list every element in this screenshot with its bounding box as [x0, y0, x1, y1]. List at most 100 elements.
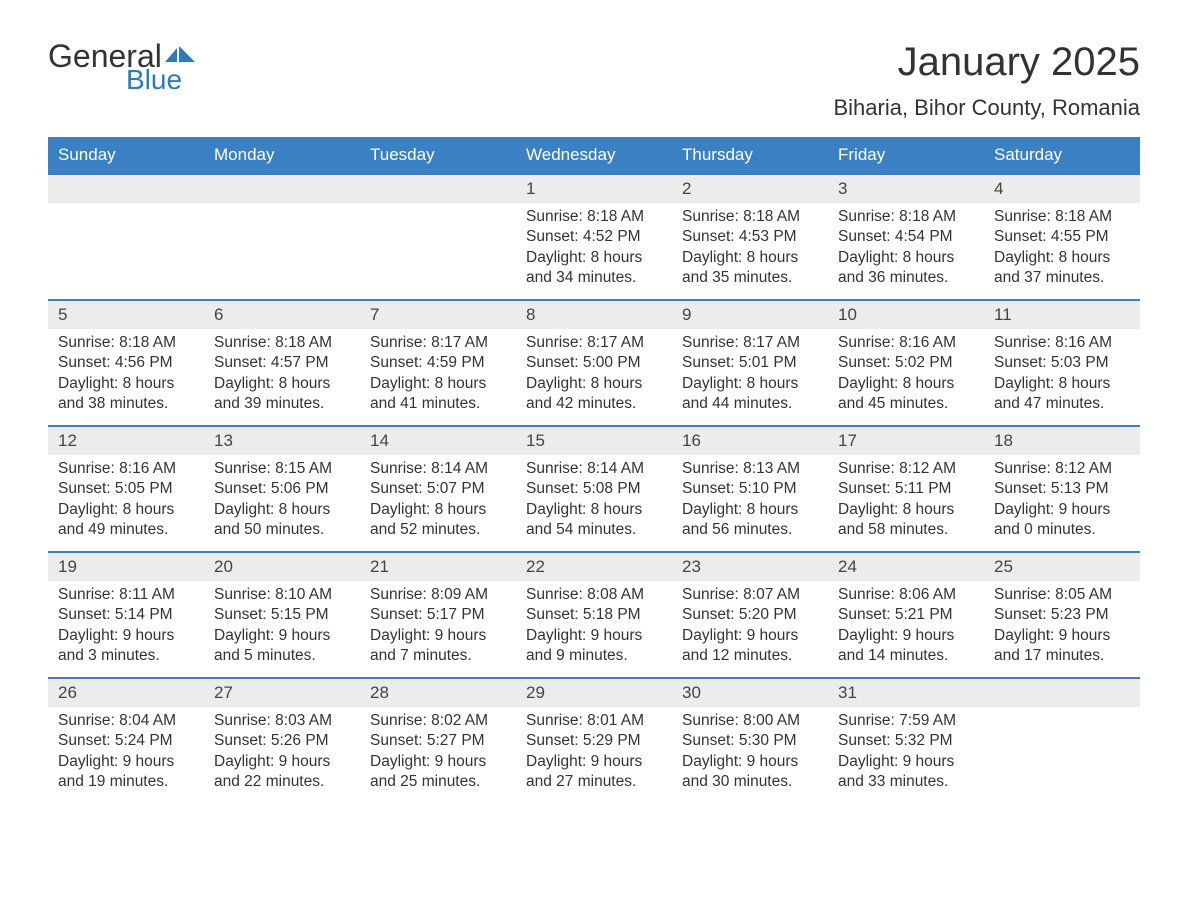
day-content: Sunrise: 8:03 AMSunset: 5:26 PMDaylight:…: [204, 707, 360, 801]
calendar-day-cell: 12Sunrise: 8:16 AMSunset: 5:05 PMDayligh…: [48, 427, 204, 551]
calendar-day-cell: 30Sunrise: 8:00 AMSunset: 5:30 PMDayligh…: [672, 679, 828, 803]
day-number: 2: [672, 175, 828, 203]
empty-day: [48, 175, 204, 203]
calendar-day-cell: 25Sunrise: 8:05 AMSunset: 5:23 PMDayligh…: [984, 553, 1140, 677]
calendar-week-row: 1Sunrise: 8:18 AMSunset: 4:52 PMDaylight…: [48, 173, 1140, 299]
calendar-day-cell: 1Sunrise: 8:18 AMSunset: 4:52 PMDaylight…: [516, 175, 672, 299]
day-content: Sunrise: 8:06 AMSunset: 5:21 PMDaylight:…: [828, 581, 984, 675]
calendar-day-cell: 24Sunrise: 8:06 AMSunset: 5:21 PMDayligh…: [828, 553, 984, 677]
day-content: Sunrise: 8:16 AMSunset: 5:05 PMDaylight:…: [48, 455, 204, 549]
calendar-day-cell: 3Sunrise: 8:18 AMSunset: 4:54 PMDaylight…: [828, 175, 984, 299]
day-number: 24: [828, 553, 984, 581]
day-number: 12: [48, 427, 204, 455]
day-content: Sunrise: 8:00 AMSunset: 5:30 PMDaylight:…: [672, 707, 828, 801]
calendar-day-cell: 9Sunrise: 8:17 AMSunset: 5:01 PMDaylight…: [672, 301, 828, 425]
day-content: Sunrise: 8:17 AMSunset: 5:01 PMDaylight:…: [672, 329, 828, 423]
day-number: 8: [516, 301, 672, 329]
calendar-day-cell: 29Sunrise: 8:01 AMSunset: 5:29 PMDayligh…: [516, 679, 672, 803]
calendar-day-cell: 26Sunrise: 8:04 AMSunset: 5:24 PMDayligh…: [48, 679, 204, 803]
calendar-day-cell: 20Sunrise: 8:10 AMSunset: 5:15 PMDayligh…: [204, 553, 360, 677]
weekday-header: Saturday: [984, 137, 1140, 173]
day-number: 4: [984, 175, 1140, 203]
day-content: Sunrise: 8:16 AMSunset: 5:02 PMDaylight:…: [828, 329, 984, 423]
day-number: 9: [672, 301, 828, 329]
weekday-header: Sunday: [48, 137, 204, 173]
empty-day: [360, 175, 516, 203]
day-number: 28: [360, 679, 516, 707]
calendar-day-cell: 17Sunrise: 8:12 AMSunset: 5:11 PMDayligh…: [828, 427, 984, 551]
calendar-day-cell: 22Sunrise: 8:08 AMSunset: 5:18 PMDayligh…: [516, 553, 672, 677]
calendar-day-cell: 10Sunrise: 8:16 AMSunset: 5:02 PMDayligh…: [828, 301, 984, 425]
day-content: Sunrise: 8:15 AMSunset: 5:06 PMDaylight:…: [204, 455, 360, 549]
calendar-week-row: 5Sunrise: 8:18 AMSunset: 4:56 PMDaylight…: [48, 299, 1140, 425]
calendar-day-cell: 18Sunrise: 8:12 AMSunset: 5:13 PMDayligh…: [984, 427, 1140, 551]
day-number: 17: [828, 427, 984, 455]
calendar-body: 1Sunrise: 8:18 AMSunset: 4:52 PMDaylight…: [48, 173, 1140, 803]
day-number: 19: [48, 553, 204, 581]
day-content: Sunrise: 8:04 AMSunset: 5:24 PMDaylight:…: [48, 707, 204, 801]
day-number: 23: [672, 553, 828, 581]
day-number: 10: [828, 301, 984, 329]
page-header: General Blue January 2025 Biharia, Bihor…: [48, 40, 1140, 121]
day-number: 14: [360, 427, 516, 455]
calendar-day-cell: 7Sunrise: 8:17 AMSunset: 4:59 PMDaylight…: [360, 301, 516, 425]
day-content: Sunrise: 8:18 AMSunset: 4:53 PMDaylight:…: [672, 203, 828, 297]
calendar-day-cell: 13Sunrise: 8:15 AMSunset: 5:06 PMDayligh…: [204, 427, 360, 551]
calendar-week-row: 12Sunrise: 8:16 AMSunset: 5:05 PMDayligh…: [48, 425, 1140, 551]
day-number: 20: [204, 553, 360, 581]
weekday-header: Monday: [204, 137, 360, 173]
day-content: Sunrise: 8:18 AMSunset: 4:57 PMDaylight:…: [204, 329, 360, 423]
calendar-week-row: 19Sunrise: 8:11 AMSunset: 5:14 PMDayligh…: [48, 551, 1140, 677]
day-content: Sunrise: 8:12 AMSunset: 5:13 PMDaylight:…: [984, 455, 1140, 549]
day-number: 13: [204, 427, 360, 455]
day-number: 1: [516, 175, 672, 203]
day-number: 31: [828, 679, 984, 707]
calendar-day-cell: 11Sunrise: 8:16 AMSunset: 5:03 PMDayligh…: [984, 301, 1140, 425]
logo: General Blue: [48, 40, 195, 94]
calendar-day-cell: 23Sunrise: 8:07 AMSunset: 5:20 PMDayligh…: [672, 553, 828, 677]
calendar-day-cell: 15Sunrise: 8:14 AMSunset: 5:08 PMDayligh…: [516, 427, 672, 551]
empty-day: [984, 679, 1140, 707]
day-number: 30: [672, 679, 828, 707]
empty-day: [204, 175, 360, 203]
day-content: Sunrise: 8:18 AMSunset: 4:52 PMDaylight:…: [516, 203, 672, 297]
day-content: Sunrise: 8:01 AMSunset: 5:29 PMDaylight:…: [516, 707, 672, 801]
day-number: 11: [984, 301, 1140, 329]
day-content: Sunrise: 8:08 AMSunset: 5:18 PMDaylight:…: [516, 581, 672, 675]
calendar-week-row: 26Sunrise: 8:04 AMSunset: 5:24 PMDayligh…: [48, 677, 1140, 803]
day-content: Sunrise: 8:02 AMSunset: 5:27 PMDaylight:…: [360, 707, 516, 801]
calendar-header-row: SundayMondayTuesdayWednesdayThursdayFrid…: [48, 137, 1140, 173]
calendar-day-cell: 31Sunrise: 7:59 AMSunset: 5:32 PMDayligh…: [828, 679, 984, 803]
day-content: Sunrise: 8:14 AMSunset: 5:07 PMDaylight:…: [360, 455, 516, 549]
day-number: 3: [828, 175, 984, 203]
calendar-day-cell: 16Sunrise: 8:13 AMSunset: 5:10 PMDayligh…: [672, 427, 828, 551]
day-content: Sunrise: 8:18 AMSunset: 4:55 PMDaylight:…: [984, 203, 1140, 297]
day-content: Sunrise: 8:13 AMSunset: 5:10 PMDaylight:…: [672, 455, 828, 549]
day-content: Sunrise: 8:11 AMSunset: 5:14 PMDaylight:…: [48, 581, 204, 675]
calendar-day-cell: [360, 175, 516, 299]
day-content: Sunrise: 8:18 AMSunset: 4:54 PMDaylight:…: [828, 203, 984, 297]
calendar-day-cell: 27Sunrise: 8:03 AMSunset: 5:26 PMDayligh…: [204, 679, 360, 803]
day-content: Sunrise: 8:09 AMSunset: 5:17 PMDaylight:…: [360, 581, 516, 675]
weekday-header: Tuesday: [360, 137, 516, 173]
day-number: 18: [984, 427, 1140, 455]
day-content: Sunrise: 8:07 AMSunset: 5:20 PMDaylight:…: [672, 581, 828, 675]
calendar: SundayMondayTuesdayWednesdayThursdayFrid…: [48, 137, 1140, 803]
day-content: Sunrise: 8:14 AMSunset: 5:08 PMDaylight:…: [516, 455, 672, 549]
title-block: January 2025 Biharia, Bihor County, Roma…: [833, 40, 1140, 121]
day-content: Sunrise: 8:05 AMSunset: 5:23 PMDaylight:…: [984, 581, 1140, 675]
day-content: Sunrise: 8:18 AMSunset: 4:56 PMDaylight:…: [48, 329, 204, 423]
calendar-day-cell: 8Sunrise: 8:17 AMSunset: 5:00 PMDaylight…: [516, 301, 672, 425]
day-number: 22: [516, 553, 672, 581]
day-content: Sunrise: 8:10 AMSunset: 5:15 PMDaylight:…: [204, 581, 360, 675]
day-number: 16: [672, 427, 828, 455]
calendar-day-cell: 21Sunrise: 8:09 AMSunset: 5:17 PMDayligh…: [360, 553, 516, 677]
location-text: Biharia, Bihor County, Romania: [833, 95, 1140, 121]
day-content: Sunrise: 8:17 AMSunset: 4:59 PMDaylight:…: [360, 329, 516, 423]
calendar-day-cell: 5Sunrise: 8:18 AMSunset: 4:56 PMDaylight…: [48, 301, 204, 425]
calendar-day-cell: 19Sunrise: 8:11 AMSunset: 5:14 PMDayligh…: [48, 553, 204, 677]
calendar-day-cell: 14Sunrise: 8:14 AMSunset: 5:07 PMDayligh…: [360, 427, 516, 551]
day-number: 5: [48, 301, 204, 329]
weekday-header: Wednesday: [516, 137, 672, 173]
logo-text-blue: Blue: [126, 66, 195, 94]
